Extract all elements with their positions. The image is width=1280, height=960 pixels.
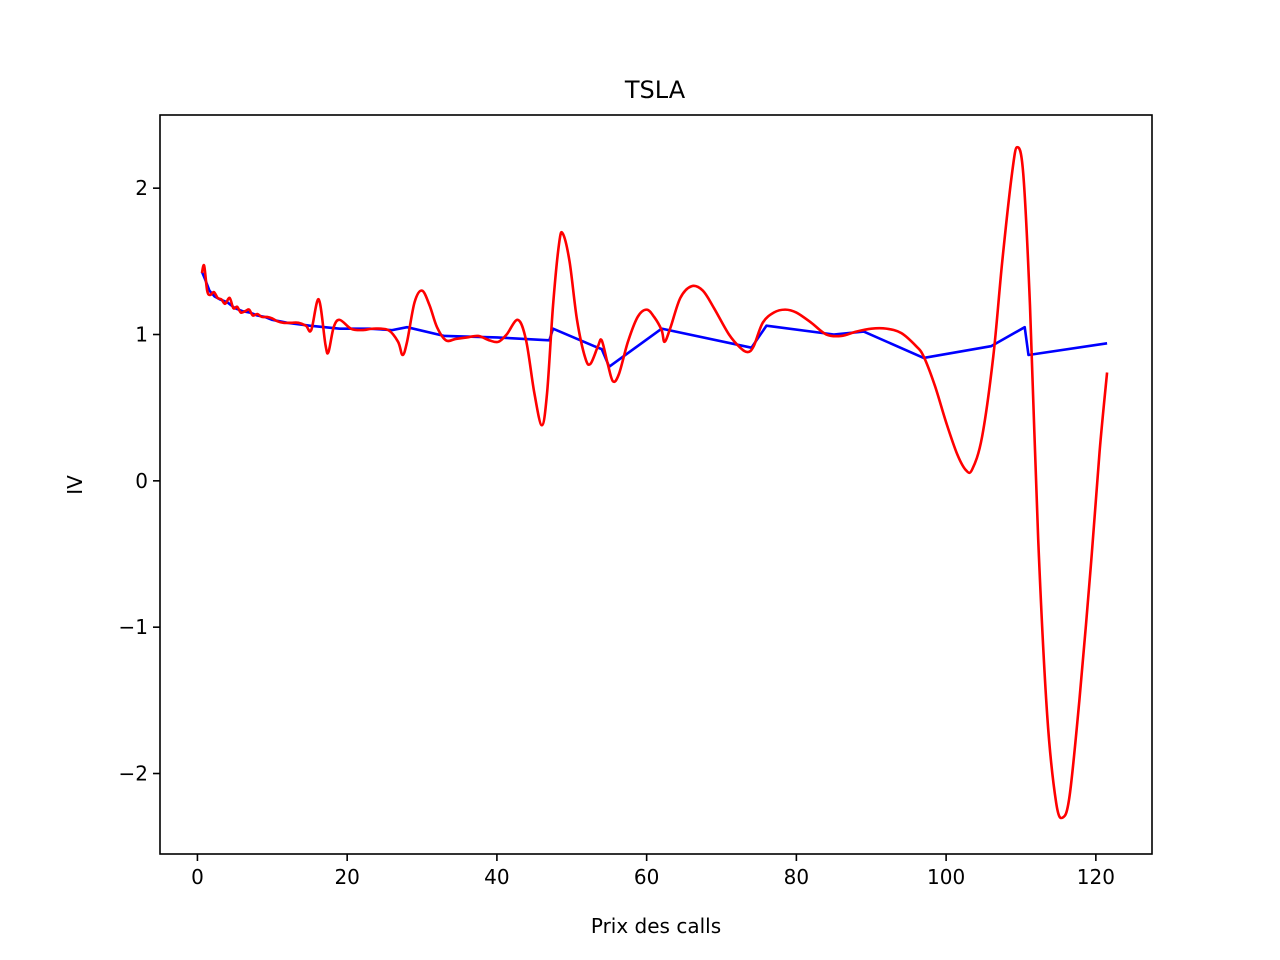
x-tick-label: 20 [334, 865, 359, 889]
x-tick-label: 0 [191, 865, 204, 889]
x-tick-label: 80 [784, 865, 809, 889]
y-tick-label: 2 [135, 176, 148, 200]
x-tick-label: 100 [927, 865, 965, 889]
y-tick-label: 1 [135, 323, 148, 347]
y-tick-label: −1 [119, 615, 148, 639]
y-tick-label: −2 [119, 762, 148, 786]
x-tick-label: 120 [1077, 865, 1115, 889]
y-axis: −2 −1 0 1 2 [119, 176, 160, 786]
chart-title: TSLA [624, 76, 686, 104]
x-axis-label: Prix des calls [591, 914, 721, 938]
series-layer [200, 145, 1109, 820]
x-tick-label: 40 [484, 865, 509, 889]
y-tick-label: 0 [135, 469, 148, 493]
x-tick-label: 60 [634, 865, 659, 889]
x-axis: 0 20 40 60 80 100 120 [191, 854, 1115, 889]
plot-frame [159, 114, 1153, 855]
y-axis-label: IV [63, 475, 87, 495]
series-line-1 [200, 145, 1109, 820]
